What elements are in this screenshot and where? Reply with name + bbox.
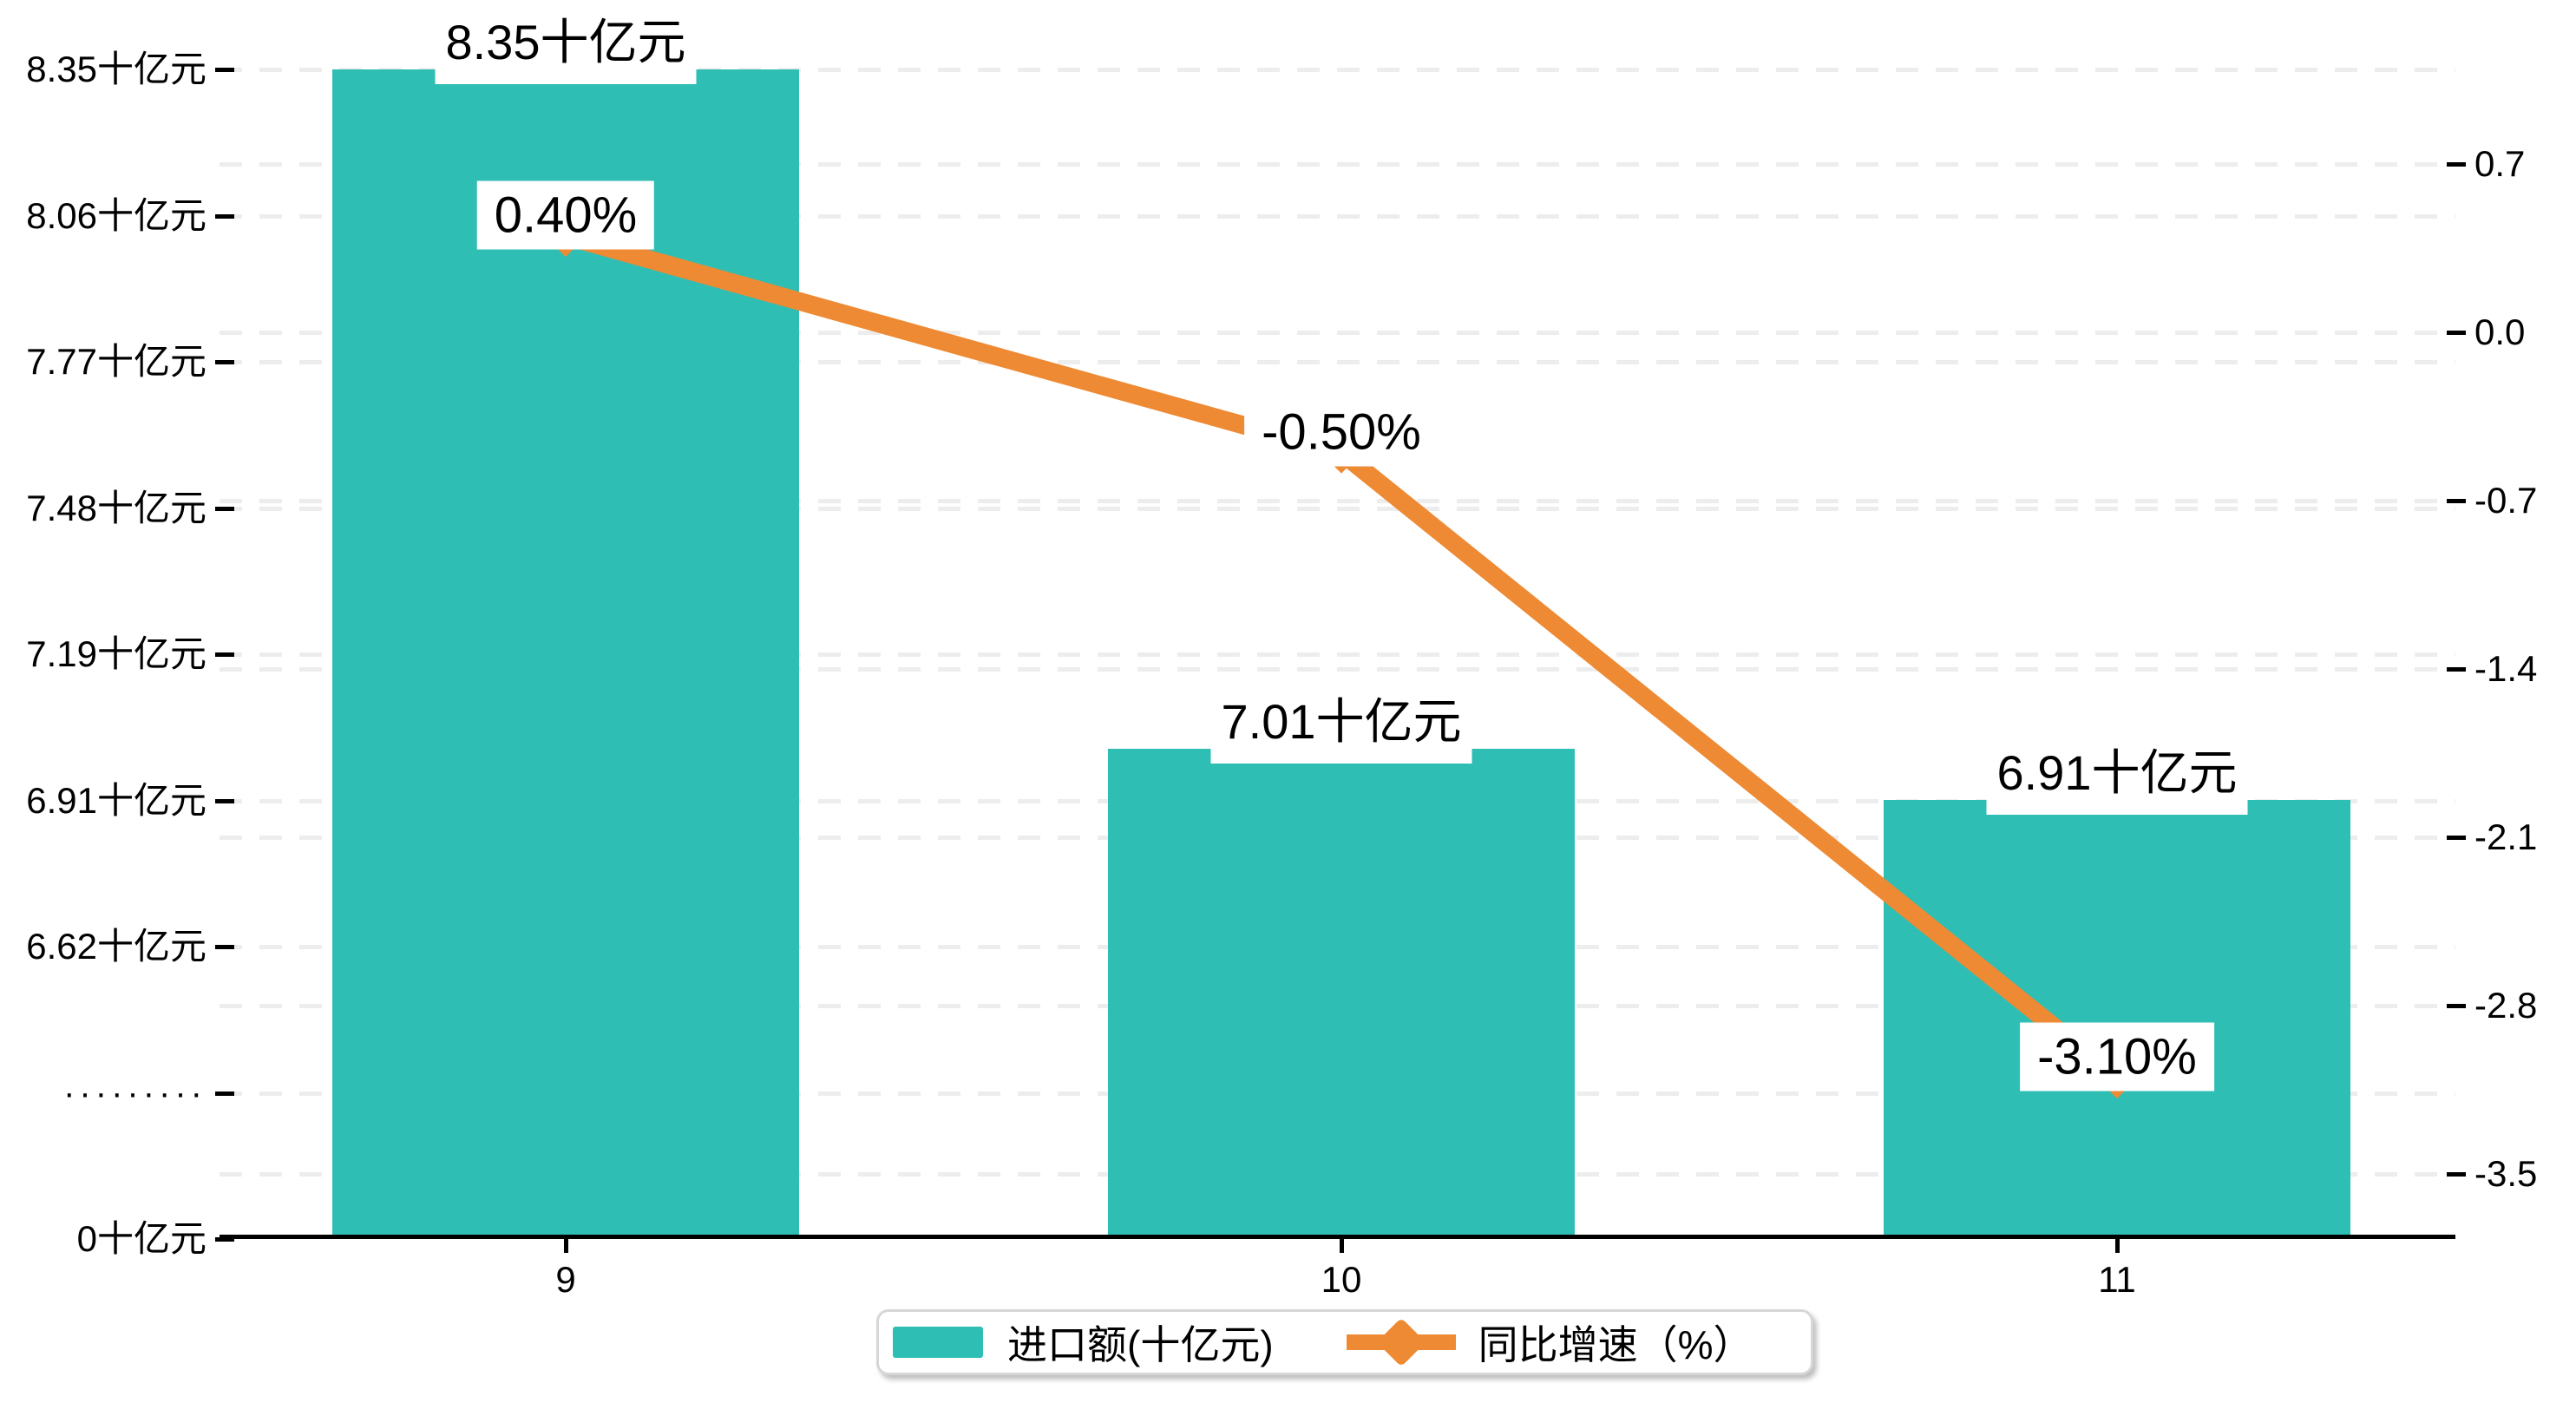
- left-axis-tick: [215, 68, 234, 72]
- legend-diamond-icon: [1376, 1317, 1426, 1367]
- right-axis-tick-label: -2.8: [2474, 984, 2538, 1026]
- gridline-left: [220, 213, 2455, 219]
- left-axis-tick: [215, 1091, 234, 1096]
- left-axis-tick: [215, 798, 234, 803]
- x-axis-tick: [564, 1239, 568, 1253]
- right-axis-tick-label: -0.7: [2474, 479, 2538, 521]
- bar-value-label: 8.35十亿元: [435, 0, 697, 84]
- left-axis-tick-label: 7.77十亿元: [26, 340, 206, 382]
- left-axis-tick-label: 7.48十亿元: [26, 487, 206, 528]
- line-value-label: -0.50%: [1244, 397, 1439, 467]
- bar-month-10: [1108, 749, 1575, 1237]
- bar-month-11: [1884, 799, 2350, 1237]
- left-axis-tick-label: 6.62十亿元: [26, 925, 206, 967]
- right-axis-tick: [2447, 835, 2466, 840]
- left-axis-tick-label: 8.06十亿元: [26, 194, 206, 236]
- legend-label-import: 进口额(十亿元): [1007, 1322, 1274, 1367]
- right-axis-tick: [2447, 331, 2466, 335]
- bar-month-9: [332, 69, 799, 1237]
- left-axis-tick: [215, 360, 234, 364]
- right-axis-tick: [2447, 498, 2466, 503]
- right-axis-tick: [2447, 666, 2466, 672]
- left-axis-tick-label: 8.35十亿元: [26, 48, 206, 89]
- bar-value-label: 7.01十亿元: [1210, 672, 1472, 764]
- right-axis-tick: [2447, 1003, 2466, 1008]
- line-value-label: 0.40%: [476, 180, 655, 250]
- legend-label-growth: 同比增速（%）: [1478, 1322, 1753, 1367]
- gridline-left: [220, 652, 2455, 657]
- legend: 进口额(十亿元) 同比增速（%）: [876, 1309, 1813, 1375]
- x-axis-tick-label: 11: [2098, 1259, 2136, 1300]
- gridline-right: [220, 331, 2455, 335]
- bar-value-label: 6.91十亿元: [1986, 723, 2248, 815]
- right-axis-tick-label: 0.7: [2474, 142, 2526, 184]
- x-axis-tick: [2115, 1239, 2120, 1253]
- gridline-right: [220, 162, 2455, 167]
- left-axis-tick: [215, 1237, 234, 1242]
- x-axis-line: [220, 1235, 2455, 1239]
- gridline-right: [220, 666, 2455, 672]
- left-axis-tick-label: ·········: [63, 1073, 206, 1112]
- left-axis-tick: [215, 506, 234, 511]
- left-axis-tick-label: 6.91十亿元: [26, 779, 206, 821]
- right-axis-tick-label: -3.5: [2474, 1152, 2538, 1194]
- left-axis-tick: [215, 652, 234, 657]
- right-axis-tick-label: -2.1: [2474, 816, 2538, 857]
- x-axis-tick-label: 9: [555, 1259, 576, 1300]
- left-axis-tick-label: 0十亿元: [76, 1217, 206, 1259]
- right-axis-tick-label: 0.0: [2474, 311, 2526, 352]
- right-axis-tick: [2447, 1171, 2466, 1177]
- gridline-left: [220, 360, 2455, 364]
- line-value-label: -3.10%: [2020, 1022, 2214, 1092]
- gridline-left: [220, 506, 2455, 511]
- left-axis-tick-label: 7.19十亿元: [26, 633, 206, 674]
- x-axis-tick-label: 10: [1321, 1259, 1362, 1300]
- right-axis-tick-label: -1.4: [2474, 647, 2538, 689]
- right-axis-tick: [2447, 162, 2466, 167]
- gridline-right: [220, 498, 2455, 503]
- legend-line-marker-icon: [1346, 1317, 1456, 1367]
- left-axis-tick: [215, 213, 234, 219]
- gridline-left: [220, 68, 2455, 72]
- x-axis-tick: [1340, 1239, 1344, 1253]
- left-axis-tick: [215, 945, 234, 949]
- legend-bar-swatch-icon: [893, 1327, 983, 1358]
